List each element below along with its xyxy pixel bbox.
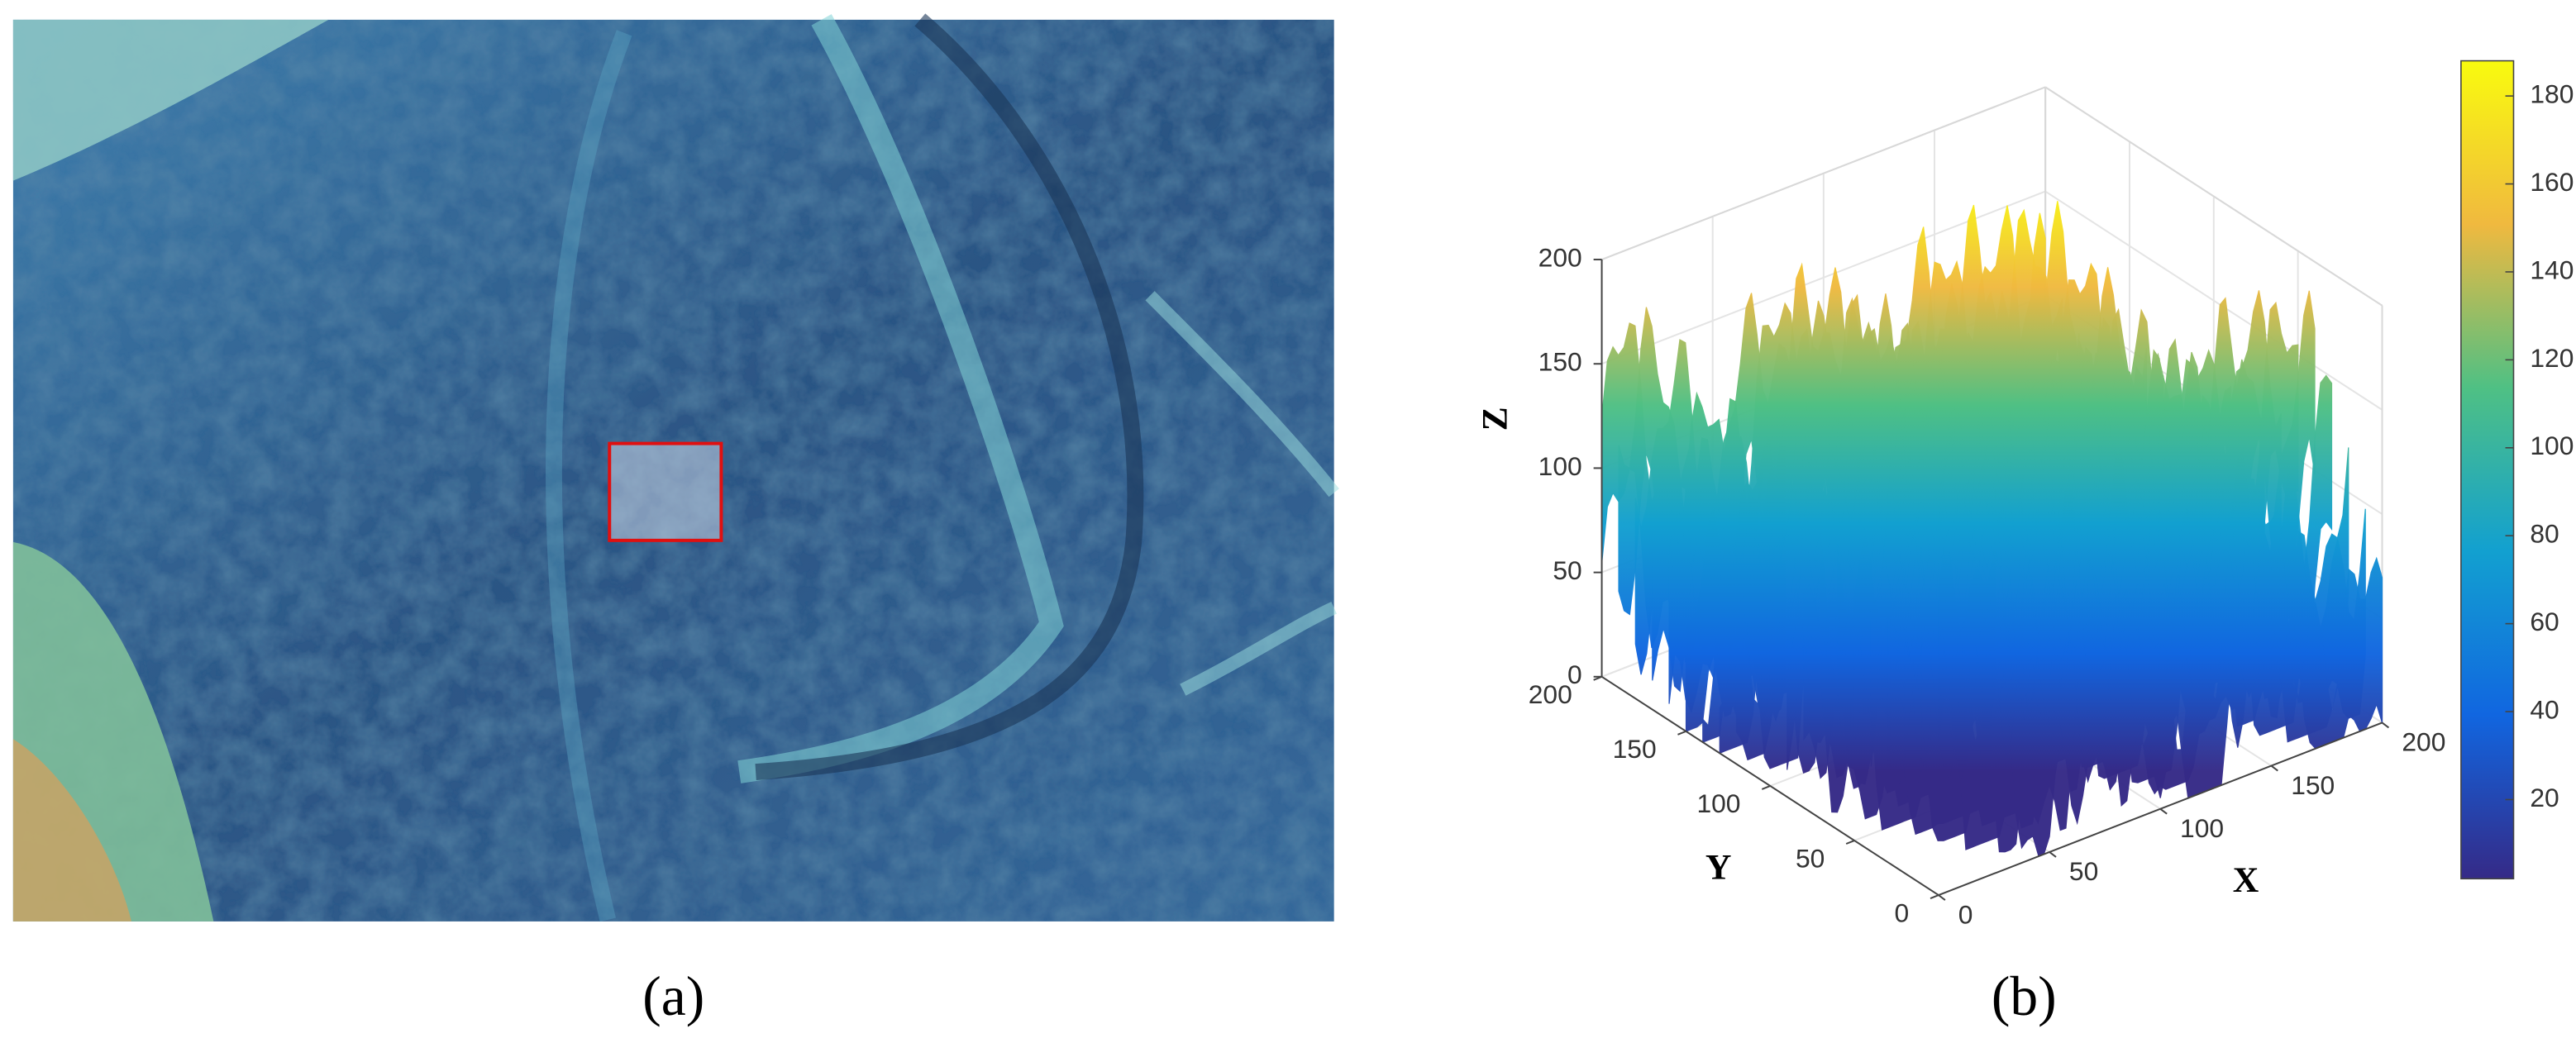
map-seamounts (1145, 291, 1339, 696)
colorbar-tick-label: 60 (2530, 607, 2559, 636)
z-tick-label: 0 (1567, 660, 1582, 689)
y-tick-label: 0 (1894, 898, 1909, 927)
z-tick-label: 150 (1538, 347, 1582, 377)
y-axis-label: Y (1705, 847, 1732, 887)
z-tick-label: 100 (1538, 451, 1582, 481)
colorbar-tick-label: 160 (2530, 167, 2574, 197)
map-shelf (12, 19, 329, 181)
colorbar-tick-label: 100 (2530, 431, 2574, 460)
x-tick-label: 0 (1958, 899, 1973, 929)
colorbar (2460, 60, 2515, 880)
x-axis-label: X (2233, 860, 2259, 900)
x-tick (2381, 722, 2390, 729)
caption-a: (a) (642, 965, 704, 1027)
y-tick (1677, 730, 1686, 736)
x-tick (2159, 807, 2168, 815)
y-tick (1845, 840, 1855, 845)
x-tick (1938, 894, 1946, 901)
grid-line (2044, 190, 2383, 411)
colorbar-tick-label: 140 (2530, 255, 2574, 284)
surface-plot: 050100150200050100150200050100150200XYZ2… (1475, 60, 2574, 929)
z-axis-label: Z (1475, 407, 1515, 431)
x-tick (2049, 851, 2057, 858)
z-tick-label: 50 (1553, 555, 1581, 585)
colorbar-tick-label: 20 (2530, 783, 2559, 812)
colorbar-tick-label: 80 (2530, 519, 2559, 549)
colorbar-tick-label: 120 (2530, 343, 2574, 373)
y-tick-label: 100 (1696, 788, 1740, 818)
x-tick-label: 200 (2402, 727, 2445, 757)
map-ridge (546, 30, 632, 922)
box-edge (1601, 86, 2046, 260)
x-tick-label: 150 (2291, 770, 2335, 800)
study-area-box (608, 441, 723, 542)
y-tick-label: 150 (1613, 734, 1657, 764)
map-trench (755, 13, 1144, 780)
y-tick-label: 50 (1796, 843, 1825, 873)
z-tick-label: 200 (1538, 242, 1582, 272)
map-image (12, 13, 1339, 922)
y-tick-label: 200 (1529, 679, 1572, 709)
map-land-high (12, 739, 131, 922)
map-ridge (737, 14, 1064, 783)
y-tick (1761, 785, 1771, 790)
y-tick (1930, 894, 1939, 899)
x-tick-label: 100 (2180, 813, 2224, 843)
colorbar-tick-label: 40 (2530, 694, 2559, 724)
box-edge (2044, 86, 2383, 307)
caption-b: (b) (1992, 965, 2057, 1027)
colorbar-tick-label: 180 (2530, 79, 2574, 109)
x-tick (2270, 764, 2278, 772)
x-tick-label: 50 (2069, 856, 2098, 886)
